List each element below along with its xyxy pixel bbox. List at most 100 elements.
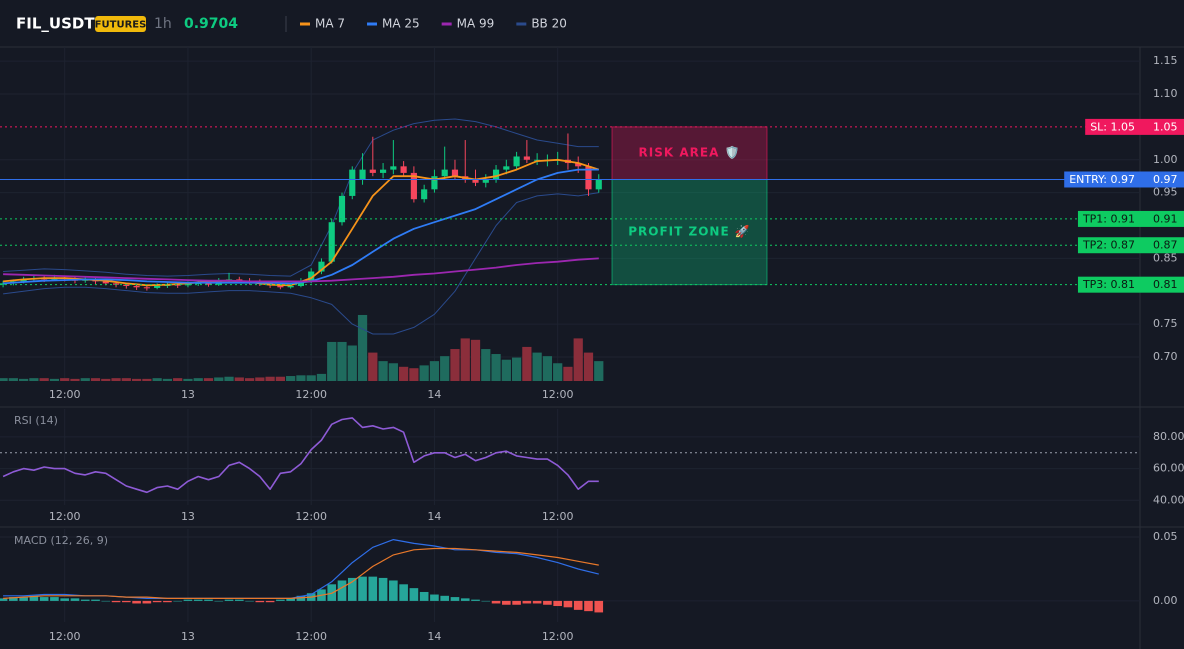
volume-bar — [265, 376, 275, 381]
level-label: TP2: 0.87 — [1082, 239, 1135, 252]
candle-body — [318, 261, 325, 272]
level-label: SL: 1.05 — [1090, 120, 1135, 133]
y-tick-label: 1.10 — [1153, 87, 1178, 100]
level-label: ENTRY: 0.97 — [1069, 173, 1135, 186]
level-value: 0.81 — [1153, 278, 1178, 291]
x-tick-label: 12:00 — [49, 510, 81, 523]
histogram-bar — [29, 595, 39, 601]
y-tick-label: 1.00 — [1153, 153, 1178, 166]
volume-bar — [501, 359, 511, 381]
volume-bar — [234, 377, 244, 381]
x-tick-label: 12:00 — [295, 388, 327, 401]
pane-title: MACD (12, 26, 9) — [14, 534, 108, 547]
bb-lower — [3, 192, 599, 335]
volume-bar — [306, 375, 316, 381]
volume-bar — [429, 361, 440, 381]
y-tick-label: 0.85 — [1153, 251, 1178, 264]
volume-bar — [19, 378, 29, 381]
volume-bar — [594, 361, 604, 381]
zone-label: PROFIT ZONE 🚀 — [628, 225, 751, 239]
candle-body — [380, 169, 387, 173]
candle-body — [297, 281, 304, 286]
volume-bar — [532, 352, 542, 381]
histogram-bar — [245, 600, 254, 602]
histogram-bar — [460, 598, 470, 601]
candle-body — [338, 195, 346, 223]
volume-bar — [327, 341, 337, 381]
histogram-bar — [80, 599, 90, 601]
badge: FUTURES — [95, 20, 147, 31]
x-tick-label: 14 — [427, 510, 441, 523]
volume-bar — [152, 378, 162, 381]
last-price: 0.9704 — [184, 16, 238, 32]
legend-label: BB 20 — [531, 17, 567, 31]
candle-body — [472, 179, 479, 183]
volume-bar — [162, 378, 173, 381]
histogram-bar — [584, 600, 593, 612]
candle-body — [143, 287, 150, 289]
x-tick-label: 12:00 — [295, 630, 327, 643]
volume-bar — [542, 356, 553, 381]
candle-body — [575, 163, 582, 167]
y-tick-label: 80.00 — [1153, 430, 1184, 443]
y-tick-label: 1.15 — [1153, 54, 1178, 67]
bb-upper — [3, 118, 599, 277]
volume-bar — [316, 373, 327, 381]
histogram-bar — [594, 600, 604, 613]
x-tick-label: 14 — [427, 388, 441, 401]
y-tick-label: 40.00 — [1153, 493, 1184, 506]
candle-body — [390, 166, 397, 170]
candle-body — [308, 271, 315, 282]
histogram-bar — [378, 577, 388, 601]
histogram-bar — [337, 580, 347, 601]
histogram-bar — [563, 600, 573, 608]
x-tick-label: 12:00 — [542, 388, 574, 401]
zone — [611, 178, 768, 286]
candle-body — [154, 285, 161, 288]
x-tick-label: 13 — [181, 510, 195, 523]
volume-bar — [0, 378, 8, 381]
level-tag: TP3: 0.81 0.81 — [1077, 276, 1184, 293]
histogram-bar — [522, 600, 532, 604]
level-tag-bg — [1085, 118, 1184, 135]
y-tick-label: 0.75 — [1153, 317, 1178, 330]
histogram-bar — [163, 600, 172, 603]
histogram-bar — [255, 600, 265, 603]
volume-bar — [121, 378, 131, 381]
volume-bar — [419, 365, 429, 381]
symbol: FIL_USDT — [16, 15, 95, 33]
volume-bar — [409, 368, 419, 381]
histogram-bar — [573, 600, 583, 610]
volume-bar — [131, 378, 142, 381]
volume-bar — [214, 377, 224, 381]
histogram-bar — [91, 599, 100, 601]
histogram-bar — [234, 599, 244, 601]
candle-body — [369, 169, 376, 173]
volume-bar — [193, 378, 203, 381]
candle-body — [585, 166, 592, 190]
x-tick-label: 13 — [181, 630, 195, 643]
histogram-bar — [111, 600, 121, 603]
histogram-bar — [183, 599, 193, 601]
candle-body — [523, 156, 530, 160]
histogram-bar — [193, 599, 203, 601]
volume-bar — [563, 366, 573, 381]
candle-body — [328, 222, 335, 262]
histogram-bar — [276, 599, 285, 601]
candle-body — [595, 179, 602, 190]
candle-body — [400, 166, 407, 173]
histogram-bar — [101, 600, 111, 602]
histogram-bar — [50, 597, 59, 601]
candle-body — [421, 189, 428, 200]
histogram-bar — [286, 598, 295, 601]
y-tick-label: 60.00 — [1153, 462, 1184, 475]
level-value: 1.05 — [1153, 120, 1178, 133]
histogram-bar — [0, 598, 8, 601]
volume-bar — [111, 378, 121, 381]
candle-body — [513, 156, 520, 167]
legend-label: MA 25 — [382, 17, 420, 31]
volume-bar — [470, 339, 481, 381]
volume-bar — [522, 346, 532, 381]
candle-body — [102, 281, 109, 284]
level-value: 0.91 — [1153, 212, 1178, 225]
